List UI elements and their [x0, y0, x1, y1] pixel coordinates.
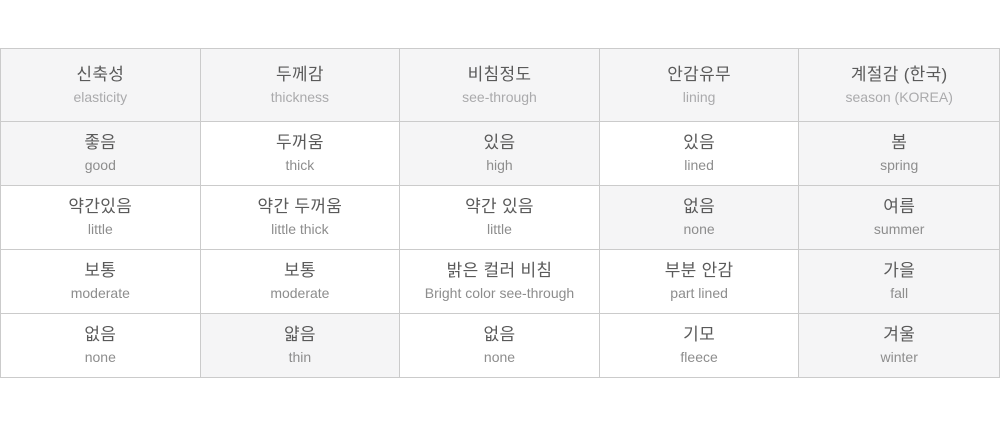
table-cell: 얇음 thin [200, 314, 401, 377]
cell-english-label: Bright color see-through [424, 285, 575, 302]
table-cell: 기모 fleece [599, 314, 800, 377]
cell-english-label: high [486, 157, 513, 174]
cell-korean-label: 약간있음 [68, 197, 133, 217]
header-cell: 계절감 (한국) season (KOREA) [799, 49, 999, 122]
cell-korean-label: 보통 [283, 261, 316, 281]
cell-english-label: summer [873, 221, 925, 238]
product-spec-table: 신축성 elasticity 두께감 thickness 비침정도 see-through… [0, 48, 1000, 378]
header-cell: 신축성 elasticity [1, 49, 201, 122]
header-cell: 비침정도 see-through [400, 49, 600, 122]
table-cell: 겨울 winter [799, 314, 999, 377]
cell-korean-label: 봄 [891, 133, 908, 153]
cell-english-label: fleece [680, 349, 718, 366]
cell-english-label: little [487, 221, 512, 238]
header-english-label: season (KOREA) [845, 88, 953, 105]
table-cell: 좋음 good [1, 122, 201, 186]
cell-english-label: none [683, 221, 715, 238]
cell-korean-label: 기모 [683, 325, 716, 345]
header-english-label: see-through [462, 88, 537, 105]
cell-english-label: fall [890, 285, 909, 302]
cell-korean-label: 두꺼움 [275, 133, 324, 153]
table-cell: 부분 안감 part lined [599, 250, 800, 314]
table-cell: 봄 spring [799, 122, 999, 186]
cell-korean-label: 있음 [683, 133, 716, 153]
cell-korean-label: 겨울 [883, 325, 916, 345]
cell-english-label: none [483, 349, 516, 366]
cell-english-label: moderate [70, 285, 130, 302]
table-cell: 없음 none [599, 186, 800, 250]
cell-english-label: moderate [270, 285, 330, 302]
header-english-label: lining [682, 88, 716, 105]
cell-korean-label: 있음 [483, 133, 516, 153]
cell-english-label: little [87, 221, 113, 238]
cell-korean-label: 밝은 컬러 비침 [446, 261, 553, 281]
table-cell: 있음 high [400, 122, 600, 186]
table-cell: 약간 있음 little [400, 186, 600, 250]
table-cell: 가을 fall [799, 250, 999, 314]
header-korean-label: 비침정도 [467, 64, 532, 84]
header-cell: 두께감 thickness [200, 49, 401, 122]
cell-korean-label: 부분 안감 [664, 261, 734, 281]
table-cell: 여름 summer [799, 186, 999, 250]
table-cell: 밝은 컬러 비침 Bright color see-through [400, 250, 600, 314]
cell-english-label: spring [880, 157, 919, 174]
cell-korean-label: 없음 [84, 325, 117, 345]
header-cell: 안감유무 lining [599, 49, 800, 122]
cell-korean-label: 얇음 [283, 325, 316, 345]
cell-korean-label: 보통 [84, 261, 117, 281]
header-english-label: thickness [270, 88, 330, 105]
cell-english-label: little thick [271, 221, 329, 238]
cell-english-label: part lined [670, 285, 728, 302]
header-korean-label: 두께감 [275, 64, 324, 84]
table-cell: 있음 lined [599, 122, 800, 186]
cell-korean-label: 좋음 [84, 133, 117, 153]
header-korean-label: 안감유무 [667, 64, 731, 84]
table-cell: 약간있음 little [1, 186, 201, 250]
cell-korean-label: 없음 [683, 197, 716, 217]
cell-english-label: winter [880, 349, 918, 366]
cell-english-label: lined [684, 157, 714, 174]
table-cell: 보통 moderate [200, 250, 401, 314]
table-cell: 약간 두꺼움 little thick [200, 186, 401, 250]
table-cell: 없음 none [400, 314, 600, 377]
header-korean-label: 신축성 [76, 64, 125, 84]
cell-english-label: thick [285, 157, 315, 174]
cell-english-label: none [84, 349, 116, 366]
header-english-label: elasticity [73, 88, 128, 105]
cell-korean-label: 없음 [483, 325, 516, 345]
table-cell: 없음 none [1, 314, 201, 377]
cell-korean-label: 가을 [883, 261, 916, 281]
table-cell: 두꺼움 thick [200, 122, 401, 186]
cell-korean-label: 여름 [883, 197, 916, 217]
cell-korean-label: 약간 두꺼움 [257, 197, 343, 217]
header-korean-label: 계절감 (한국) [850, 64, 948, 84]
table-cell: 보통 moderate [1, 250, 201, 314]
cell-english-label: good [84, 157, 116, 174]
cell-korean-label: 약간 있음 [465, 197, 534, 217]
cell-english-label: thin [288, 349, 312, 366]
